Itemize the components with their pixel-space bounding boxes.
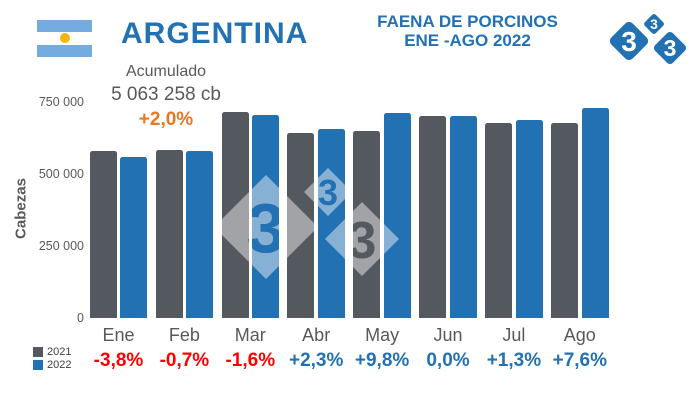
pct-change-ago: +7,6% [552, 350, 607, 371]
report-title: FAENA DE PORCINOS ENE -AGO 2022 [340, 12, 595, 50]
legend-item-2022: 2022 [33, 359, 71, 371]
logo-digit: 3 [621, 26, 637, 57]
y-axis-tick: 500 000 [38, 167, 84, 181]
pct-change-abr: +2,3% [288, 350, 344, 371]
bar-2021-may [353, 131, 381, 318]
flag-stripe-top [37, 20, 92, 33]
x-axis-label-mar: Mar [234, 325, 266, 345]
bar-2022-abr [317, 128, 345, 318]
bar-2022-ago [581, 108, 609, 318]
x-axis-label-ago: Ago [563, 325, 596, 345]
legend-label-2022: 2022 [47, 359, 72, 371]
bar-2021-mar [221, 112, 249, 318]
sun-of-may-icon [59, 33, 70, 44]
x-axis-label-may: May [365, 325, 400, 345]
pig333-logo-icon: 3 3 3 [609, 14, 687, 65]
accumulated-value: 5 063 258 cb [111, 84, 221, 105]
bar-2022-ene [120, 157, 148, 318]
y-axis-tick: 0 [77, 311, 84, 325]
bar-2021-ene [89, 150, 117, 318]
country-title: ARGENTINA [121, 17, 309, 50]
chart-legend: 2021 2022 [33, 346, 71, 372]
logo-diamond-large [609, 21, 649, 61]
x-axis-label-ene: Ene [102, 325, 135, 345]
logo-digit: 3 [664, 35, 677, 61]
bar-2021-jul [485, 123, 513, 318]
y-axis-tick: 750 000 [38, 95, 84, 109]
x-axis-label-abr: Abr [302, 325, 331, 345]
bar-2022-mar [252, 115, 280, 318]
argentina-flag-icon [37, 20, 92, 57]
bar-2021-abr [287, 133, 315, 318]
y-axis-label: Cabezas [12, 178, 30, 239]
pct-change-feb: -0,7% [159, 350, 210, 371]
bar-2022-may [383, 112, 411, 318]
x-axis-label-feb: Feb [168, 325, 200, 345]
bar-2022-feb [186, 151, 214, 318]
pct-change-jun: 0,0% [426, 350, 470, 371]
pct-change-may: +9,8% [354, 350, 410, 371]
legend-swatch-2022 [33, 360, 43, 370]
bar-2022-jun [449, 116, 477, 318]
logo-diamond-small [644, 14, 664, 34]
legend-swatch-2021 [33, 347, 43, 357]
report-title-line1: FAENA DE PORCINOS [377, 12, 558, 31]
logo-diamond-medium [653, 31, 687, 65]
accumulated-label: Acumulado [125, 63, 207, 80]
pct-change-jul: +1,3% [486, 350, 542, 371]
bar-2022-jul [515, 120, 543, 318]
flag-stripe-middle [37, 32, 92, 45]
report-title-line2: ENE -AGO 2022 [404, 31, 531, 50]
pct-change-mar: -1,6% [225, 350, 276, 371]
bar-2021-jun [419, 116, 447, 318]
x-axis-label-jul: Jul [502, 325, 526, 345]
bar-2021-ago [551, 123, 579, 318]
y-axis-tick: 250 000 [38, 239, 84, 253]
flag-stripe-bottom [37, 44, 92, 57]
x-axis-label-jun: Jun [433, 325, 463, 345]
accumulated-summary: Acumulado 5 063 258 cb +2,0% [99, 63, 233, 131]
legend-item-2021: 2021 [33, 346, 71, 358]
accumulated-change: +2,0% [138, 109, 194, 130]
bar-2021-feb [155, 150, 183, 318]
logo-digit: 3 [650, 16, 658, 32]
legend-label-2021: 2021 [47, 346, 72, 358]
pct-change-ene: -3,8% [93, 350, 144, 371]
